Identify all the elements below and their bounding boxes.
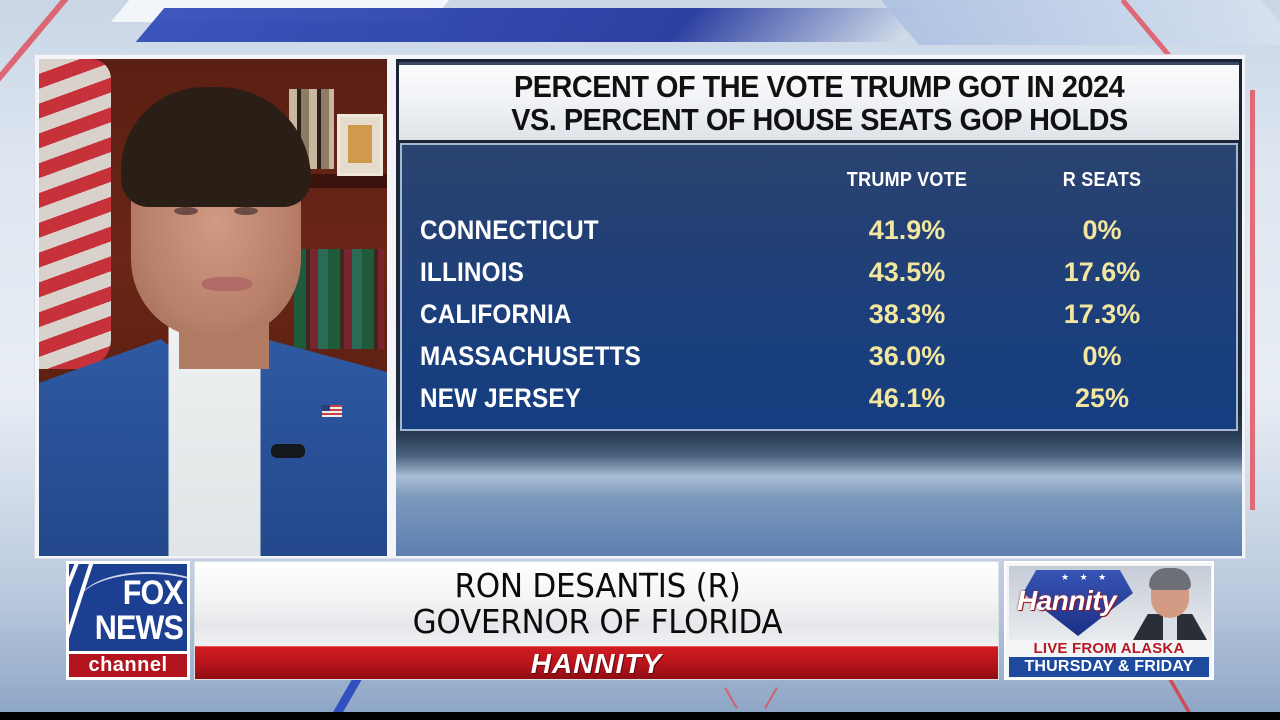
state-name: MASSACHUSETTS [420,341,642,371]
r-seats-value: 17.6% [1063,257,1141,287]
logo-fox-text: FOX [122,574,184,612]
table-row: NEW JERSEY 46.1% 25% [402,377,1236,419]
state-name: NEW JERSEY [420,383,582,413]
hannity-logo: Hannity [1017,585,1117,616]
comparison-table: TRUMP VOTE R SEATS CONNECTICUT 41.9% 0% … [400,143,1238,431]
table-row: MASSACHUSETTS 36.0% 0% [402,335,1236,377]
letterbox-bar [0,712,1280,720]
trump-vote-value: 41.9% [868,215,946,245]
american-flag [39,59,111,369]
guest-eye [174,207,198,215]
table-row: CALIFORNIA 38.3% 17.3% [402,293,1236,335]
trump-vote-value: 46.1% [868,383,946,413]
bookshelf [289,174,387,188]
trump-vote-value: 36.0% [868,341,946,371]
flag-pin-icon [322,405,342,417]
fox-news-logo-box: FOX NEWS [69,564,187,651]
logo-news-text: NEWS [94,609,184,647]
data-graphic: PERCENT OF THE VOTE TRUMP GOT IN 2024 VS… [396,59,1242,556]
column-header-r-seats: R SEATS [1062,169,1142,191]
show-name-bar: HANNITY [195,646,998,679]
graphic-title-line-2: VS. PERCENT OF HOUSE SEATS GOP HOLDS [510,101,1128,137]
lower-third-nameplate: RON DESANTIS (R) GOVERNOR OF FLORIDA HAN… [194,561,999,680]
background-streak [724,687,738,709]
promo-art: ★ ★ ★ Hannity [1009,566,1211,640]
trump-vote-value: 43.5% [868,257,946,287]
books [294,249,384,349]
guest-title: GOVERNOR OF FLORIDA [412,602,783,641]
state-name: CALIFORNIA [420,299,572,329]
guest-video-feed [39,59,387,556]
guest-mouth [202,277,252,291]
state-name: ILLINOIS [420,257,525,287]
host-hair [1149,568,1191,590]
background-streak [135,8,925,42]
r-seats-value: 0% [1082,215,1122,245]
r-seats-value: 17.3% [1063,299,1141,329]
background-streak [1168,680,1196,712]
column-header-trump-vote: TRUMP VOTE [846,169,968,191]
state-name: CONNECTICUT [420,215,599,245]
guest-hair [121,87,311,207]
background-streak [1250,90,1255,510]
logo-arc [79,572,187,632]
host-photo [1133,568,1207,640]
background-streak [328,680,362,712]
host-shirt [1163,614,1177,640]
background-streak [881,0,1280,45]
table-row: CONNECTICUT 41.9% 0% [402,209,1236,251]
r-seats-value: 25% [1074,383,1130,413]
graphic-title-line-1: PERCENT OF THE VOTE TRUMP GOT IN 2024 [513,68,1125,104]
table-row: ILLINOIS 43.5% 17.6% [402,251,1236,293]
guest-name: RON DESANTIS (R) [454,566,741,605]
fox-news-logo: FOX NEWS channel [66,561,190,680]
show-name: HANNITY [530,648,663,679]
lapel-mic-icon [271,444,305,458]
promo-schedule: THURSDAY & FRIDAY [1009,657,1209,677]
graphic-title: PERCENT OF THE VOTE TRUMP GOT IN 2024 VS… [399,62,1239,140]
background-streak [764,687,778,709]
stars-icon: ★ ★ ★ [1061,572,1111,582]
promo-location: LIVE FROM ALASKA [1033,640,1185,657]
guest-eye [234,207,258,215]
logo-channel-text: channel [69,654,187,677]
trump-vote-value: 38.3% [868,299,946,329]
picture-frame [337,114,383,176]
show-promo: ★ ★ ★ Hannity LIVE FROM ALASKA THURSDAY … [1004,561,1214,680]
r-seats-value: 0% [1082,341,1122,371]
